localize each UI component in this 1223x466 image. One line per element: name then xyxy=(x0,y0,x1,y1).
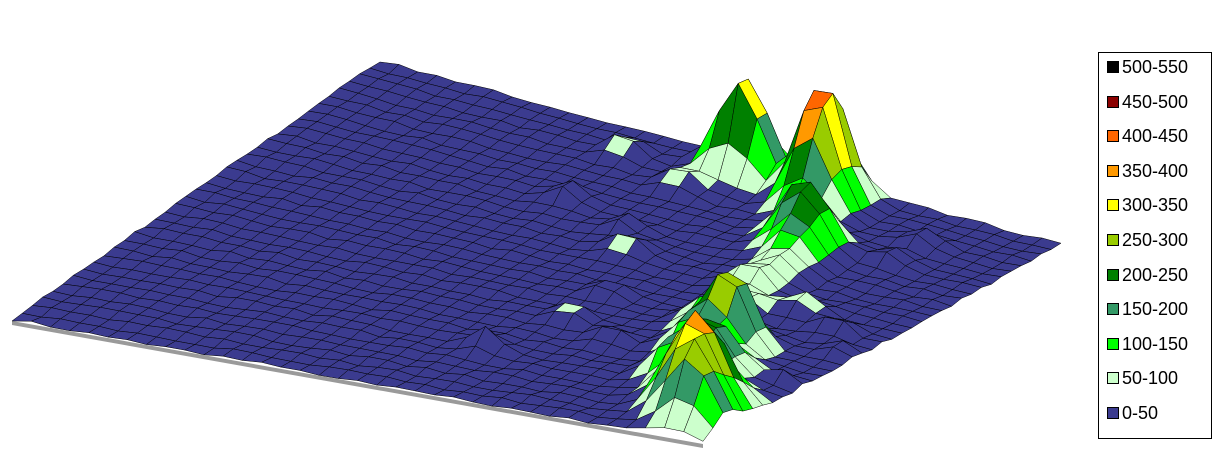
legend-entry: 150-200 xyxy=(1107,297,1188,321)
legend-entry: 50-100 xyxy=(1107,366,1178,390)
legend-swatch xyxy=(1107,130,1119,143)
surface-cell xyxy=(683,405,714,442)
legend-label: 350-400 xyxy=(1122,160,1189,181)
legend-swatch xyxy=(1107,268,1119,281)
surface-mesh xyxy=(11,61,1062,448)
surface-base-edge xyxy=(12,321,703,448)
legend-swatch xyxy=(1107,164,1119,177)
legend-label: 300-350 xyxy=(1122,195,1189,216)
legend-swatch xyxy=(1107,303,1119,316)
legend-swatch xyxy=(1107,61,1119,73)
legend-label: 0-50 xyxy=(1122,403,1159,423)
legend-swatch xyxy=(1107,407,1119,419)
legend-swatch xyxy=(1107,337,1119,350)
legend-entry: 0-50 xyxy=(1107,401,1158,425)
legend-label: 100-150 xyxy=(1122,333,1189,354)
legend-label: 400-450 xyxy=(1122,126,1189,147)
legend-label: 250-300 xyxy=(1122,230,1189,250)
legend-entry: 200-250 xyxy=(1107,263,1188,287)
legend-entry: 100-150 xyxy=(1107,332,1188,356)
legend-entry: 500-550 xyxy=(1107,55,1188,79)
legend-swatch xyxy=(1107,95,1119,108)
legend-swatch xyxy=(1107,234,1119,246)
legend-entry: 350-400 xyxy=(1107,159,1188,183)
legend-swatch xyxy=(1107,199,1119,212)
legend-label: 200-250 xyxy=(1122,264,1189,285)
legend-label: 500-550 xyxy=(1122,57,1189,77)
legend-entry: 300-350 xyxy=(1107,193,1188,217)
surface-plot xyxy=(11,61,1062,448)
legend-label: 450-500 xyxy=(1122,91,1189,112)
legend-swatch xyxy=(1107,372,1119,385)
legend-entry: 250-300 xyxy=(1107,228,1188,252)
legend-label: 150-200 xyxy=(1122,299,1189,320)
legend: 500-550 450-500 400-450 350-400 300-350 250-3… xyxy=(1098,52,1212,439)
legend-entry: 400-450 xyxy=(1107,124,1188,148)
legend-entry: 450-500 xyxy=(1107,90,1188,114)
legend-label: 50-100 xyxy=(1122,368,1179,389)
